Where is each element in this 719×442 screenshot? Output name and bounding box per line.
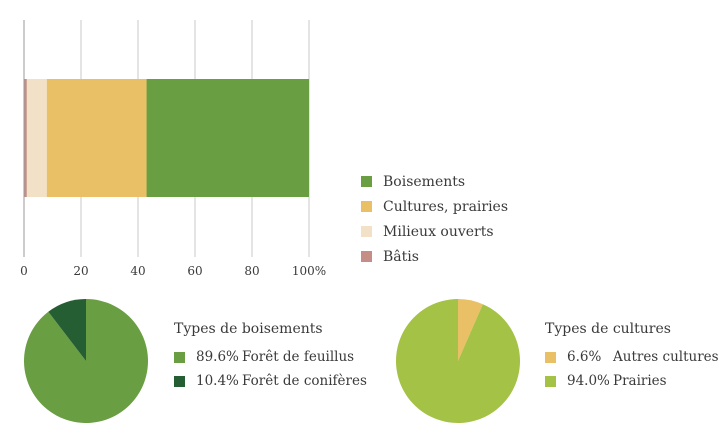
legend-label: Forêt de conifères (242, 373, 367, 389)
x-tick-label: 40 (130, 264, 145, 278)
legend-item: Bâtis (361, 244, 508, 269)
legend-label: Bâtis (383, 248, 419, 265)
bar-segment-2 (46, 79, 147, 197)
legend-swatch (545, 375, 556, 387)
pie-slice-1 (48, 299, 86, 361)
legend-swatch (361, 176, 372, 187)
legend-swatch (361, 251, 372, 262)
slice-percent: 10.4% (196, 373, 239, 389)
stacked-bar-chart: 0 20 40 60 80 100% (20, 20, 326, 278)
slice-percent: 6.6% (567, 349, 602, 365)
legend-item: Cultures, prairies (361, 194, 508, 219)
pie-legend-cultures: Types de cultures 6.6% Autres cultures 94.0… (545, 319, 719, 393)
legend-item: 94.0% Prairies (545, 369, 719, 393)
pie-title: Types de boisements (174, 321, 323, 337)
bar-segment-0 (24, 79, 27, 197)
pie-chart-boisements (24, 299, 149, 423)
legend-label: Forêt de feuillus (242, 349, 355, 365)
legend-item: 10.4% Forêt de conifères (174, 369, 367, 393)
pie-slice-0 (458, 299, 483, 361)
legend-swatch (361, 226, 372, 237)
legend-label: Boisements (383, 173, 466, 190)
slice-percent: 94.0% (567, 373, 610, 389)
legend-swatch (174, 351, 185, 363)
slice-percent: 89.6% (196, 349, 239, 365)
bar-legend: Boisements Cultures, prairies Milieux ouve… (361, 169, 508, 269)
pie-chart-cultures (396, 299, 520, 423)
legend-item: 6.6% Autres cultures (545, 345, 719, 369)
x-tick-label: 80 (244, 264, 259, 278)
legend-label: Cultures, prairies (383, 198, 509, 215)
x-tick-label: 100% (292, 264, 326, 278)
legend-label: Autres cultures (613, 349, 719, 365)
bar-segment-3 (146, 79, 309, 197)
pie-title: Types de cultures (545, 321, 671, 337)
pie-legend-boisements: Types de boisements 89.6% Forêt de feuillu… (174, 319, 367, 393)
legend-swatch (361, 201, 372, 212)
legend-item: Boisements (361, 169, 508, 194)
legend-item: 89.6% Forêt de feuillus (174, 345, 367, 369)
legend-swatch (174, 375, 185, 387)
legend-swatch (545, 351, 556, 363)
x-tick-label: 20 (73, 264, 88, 278)
legend-label: Milieux ouverts (383, 223, 494, 240)
legend-label: Prairies (613, 373, 667, 389)
x-tick-label: 0 (20, 264, 28, 278)
x-tick-label: 60 (187, 264, 202, 278)
legend-item: Milieux ouverts (361, 219, 508, 244)
pie-slice-1 (396, 299, 520, 423)
bar-segment-1 (26, 79, 47, 197)
